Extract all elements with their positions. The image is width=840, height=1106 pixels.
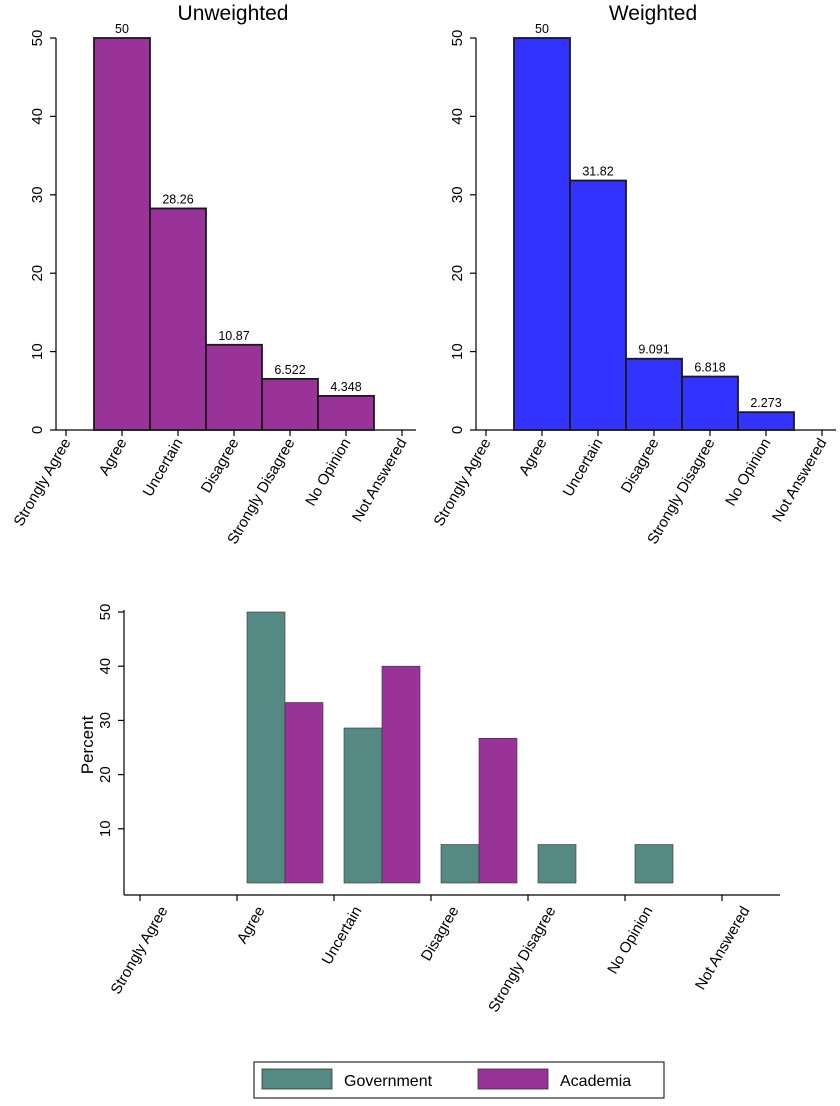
w-ytick-label-50: 50 — [449, 30, 466, 47]
u-bar-disagree — [205, 343, 263, 431]
w-ytick-label-30: 30 — [449, 186, 466, 203]
w-xtick-label-no-opinion: No Opinion — [722, 436, 774, 509]
bottom-x-ticks: Strongly Agree Agree Uncertain Disagree Stro… — [108, 895, 753, 1016]
u-bar-label-agree: 50 — [115, 22, 129, 36]
u-ytick-label-0: 0 — [29, 426, 46, 434]
weighted-bars: 50 31.82 9.091 6.818 2.273 — [513, 22, 795, 431]
w-ytick-label-0: 0 — [449, 426, 466, 434]
weighted-x-ticks: Strongly Agree Agree Uncertain DisagreeStro… — [431, 430, 830, 547]
legend-swatch-academia — [477, 1068, 549, 1090]
b-bar-academia-agree — [284, 702, 324, 884]
u-xtick-label-not-answered: Not Answered — [349, 436, 410, 525]
w-xtick-label-strongly-agree: Strongly Agree — [431, 436, 495, 530]
w-xtick-label-not-answered: Not Answered — [769, 436, 830, 525]
panel-sector: Percent 10 20 30 40 50 Strongly Agree Agree Un… — [78, 604, 780, 1016]
b-xtick-label-no-opinion: No Opinion — [604, 904, 656, 977]
b-xtick-label-strongly-disagree: Strongly Disagree — [485, 904, 559, 1016]
b-bar-government-disagree — [440, 844, 480, 884]
w-bar-agree — [513, 37, 571, 431]
u-xtick-label-disagree: Disagree — [198, 436, 243, 496]
b-xtick-label-agree: Agree — [234, 904, 269, 947]
w-bar-disagree — [625, 357, 683, 431]
b-xtick-label-strongly-agree: Strongly Agree — [108, 904, 172, 998]
u-xtick-label-uncertain: Uncertain — [140, 436, 187, 500]
w-bar-uncertain — [569, 179, 627, 431]
b-bar-academia-uncertain — [381, 665, 421, 884]
u-bar-uncertain — [149, 207, 207, 431]
legend-swatch-government — [261, 1068, 333, 1090]
w-bar-label-strongly-disagree: 6.818 — [694, 361, 725, 375]
w-bar-strongly-disagree — [681, 375, 739, 431]
b-bar-government-no-opinion — [634, 844, 674, 884]
legend-label-academia: Academia — [560, 1073, 631, 1090]
b-bar-government-agree — [246, 611, 286, 884]
u-bar-label-disagree: 10.87 — [218, 329, 249, 343]
u-bar-label-uncertain: 28.26 — [162, 192, 193, 206]
b-bar-academia-disagree — [478, 737, 518, 884]
w-ytick-label-40: 40 — [449, 108, 466, 125]
w-xtick-label-agree: Agree — [516, 436, 551, 479]
w-bar-no-opinion — [737, 411, 795, 431]
w-ytick-label-10: 10 — [449, 343, 466, 360]
b-bar-government-strongly-disagree — [537, 844, 577, 884]
u-bar-agree — [93, 37, 151, 431]
u-bar-no-opinion — [317, 395, 375, 431]
unweighted-title: Unweighted — [178, 2, 289, 25]
u-bar-strongly-disagree — [261, 377, 319, 431]
u-ytick-label-20: 20 — [29, 265, 46, 282]
weighted-title: Weighted — [609, 2, 697, 25]
bottom-y-ticks: 10 20 30 40 50 — [97, 604, 124, 837]
b-ytick-label-10: 10 — [97, 820, 114, 837]
u-ytick-label-50: 50 — [29, 30, 46, 47]
panel-unweighted: Unweighted 0 10 20 30 40 50 50 28.26 10.87 6.522… — [11, 2, 416, 547]
u-xtick-label-no-opinion: No Opinion — [302, 436, 354, 509]
b-xtick-label-disagree: Disagree — [418, 904, 463, 964]
u-bar-label-strongly-disagree: 6.522 — [274, 363, 305, 377]
u-ytick-label-40: 40 — [29, 108, 46, 125]
b-bar-government-uncertain — [343, 727, 383, 884]
unweighted-bars: 50 28.26 10.87 6.522 4.348 — [93, 22, 375, 431]
legend: Government Academia — [253, 1061, 665, 1099]
w-bar-label-disagree: 9.091 — [638, 343, 669, 357]
u-xtick-label-agree: Agree — [96, 436, 131, 479]
u-ytick-label-30: 30 — [29, 186, 46, 203]
b-ytick-label-50: 50 — [97, 604, 114, 621]
w-xtick-label-uncertain: Uncertain — [560, 436, 607, 500]
b-ytick-label-40: 40 — [97, 658, 114, 675]
w-bar-label-agree: 50 — [535, 22, 549, 36]
u-bar-label-no-opinion: 4.348 — [330, 380, 361, 394]
weighted-y-ticks: 0 10 20 30 40 50 — [449, 30, 476, 434]
bottom-y-axis-label: Percent — [78, 715, 97, 774]
w-xtick-label-disagree: Disagree — [618, 436, 663, 496]
b-xtick-label-not-answered: Not Answered — [692, 904, 753, 993]
b-ytick-label-30: 30 — [97, 712, 114, 729]
legend-label-government: Government — [344, 1073, 433, 1090]
unweighted-x-ticks: Strongly Agree Agree Uncertain DisagreeStro… — [11, 430, 410, 547]
u-ytick-label-10: 10 — [29, 343, 46, 360]
panel-weighted: Weighted 0 10 20 30 40 50 50 31.82 9.091 6.818 2.… — [431, 2, 836, 547]
u-xtick-label-strongly-agree: Strongly Agree — [11, 436, 75, 530]
b-ytick-label-20: 20 — [97, 766, 114, 783]
w-bar-label-uncertain: 31.82 — [582, 165, 613, 179]
unweighted-y-ticks: 0 10 20 30 40 50 — [29, 30, 56, 434]
bottom-bars — [246, 611, 674, 884]
w-bar-label-no-opinion: 2.273 — [750, 396, 781, 410]
w-ytick-label-20: 20 — [449, 265, 466, 282]
b-xtick-label-uncertain: Uncertain — [319, 904, 366, 968]
